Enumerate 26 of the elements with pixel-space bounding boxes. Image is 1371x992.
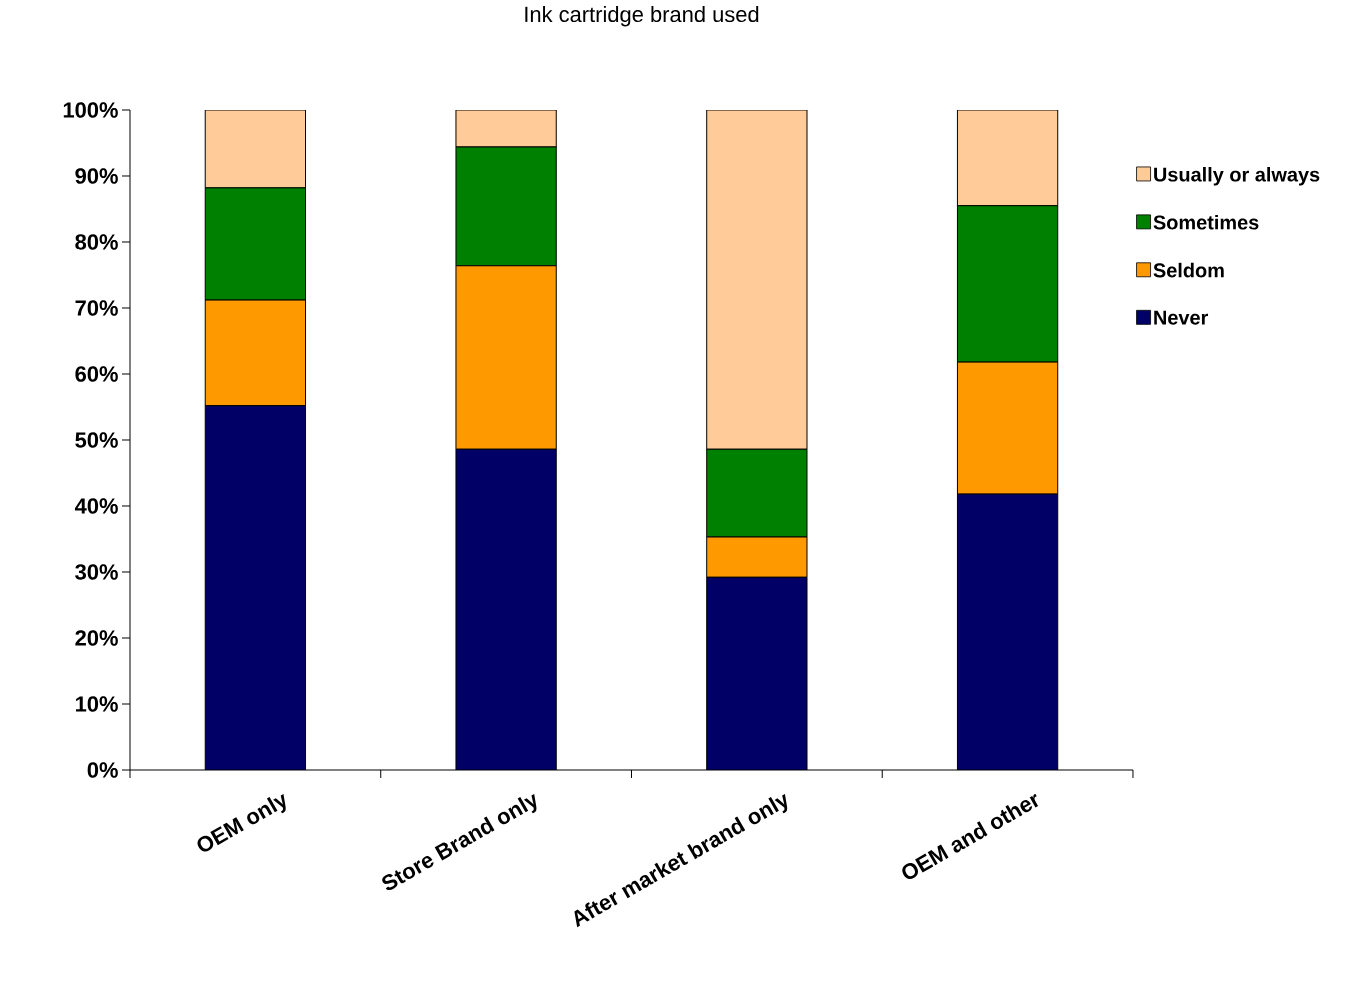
bar	[205, 405, 306, 770]
bar	[204, 109, 307, 189]
x-tick-label: OEM and other	[902, 793, 1039, 879]
y-tick-label: 0%	[87, 762, 118, 778]
x-tick-label: OEM only	[197, 793, 286, 852]
y-tick-label: 10%	[75, 696, 118, 712]
y-tick-label: 20%	[75, 630, 118, 646]
legend-label: Usually or always	[1154, 166, 1320, 186]
bar	[706, 577, 807, 770]
legend-label: Never	[1154, 310, 1209, 325]
bar	[706, 109, 808, 450]
y-tick-label: 90%	[75, 168, 118, 184]
bar	[455, 449, 557, 770]
y-tick-label: 40%	[74, 498, 118, 514]
legend-label: Seldom	[1153, 262, 1224, 278]
bar	[956, 109, 1059, 207]
y-tick-label: 60%	[75, 366, 118, 382]
y-tick-label: 80%	[75, 234, 118, 250]
bar	[956, 493, 1059, 770]
y-tick-label: 70%	[75, 300, 118, 316]
chart-title: Ink cartridge brand used	[525, 6, 759, 27]
legend-label: Sometimes	[1153, 214, 1259, 230]
y-tick-label: 100%	[63, 102, 118, 118]
y-tick-label: 30%	[75, 564, 118, 580]
bar	[455, 109, 557, 148]
y-tick-label: 50%	[75, 432, 118, 448]
